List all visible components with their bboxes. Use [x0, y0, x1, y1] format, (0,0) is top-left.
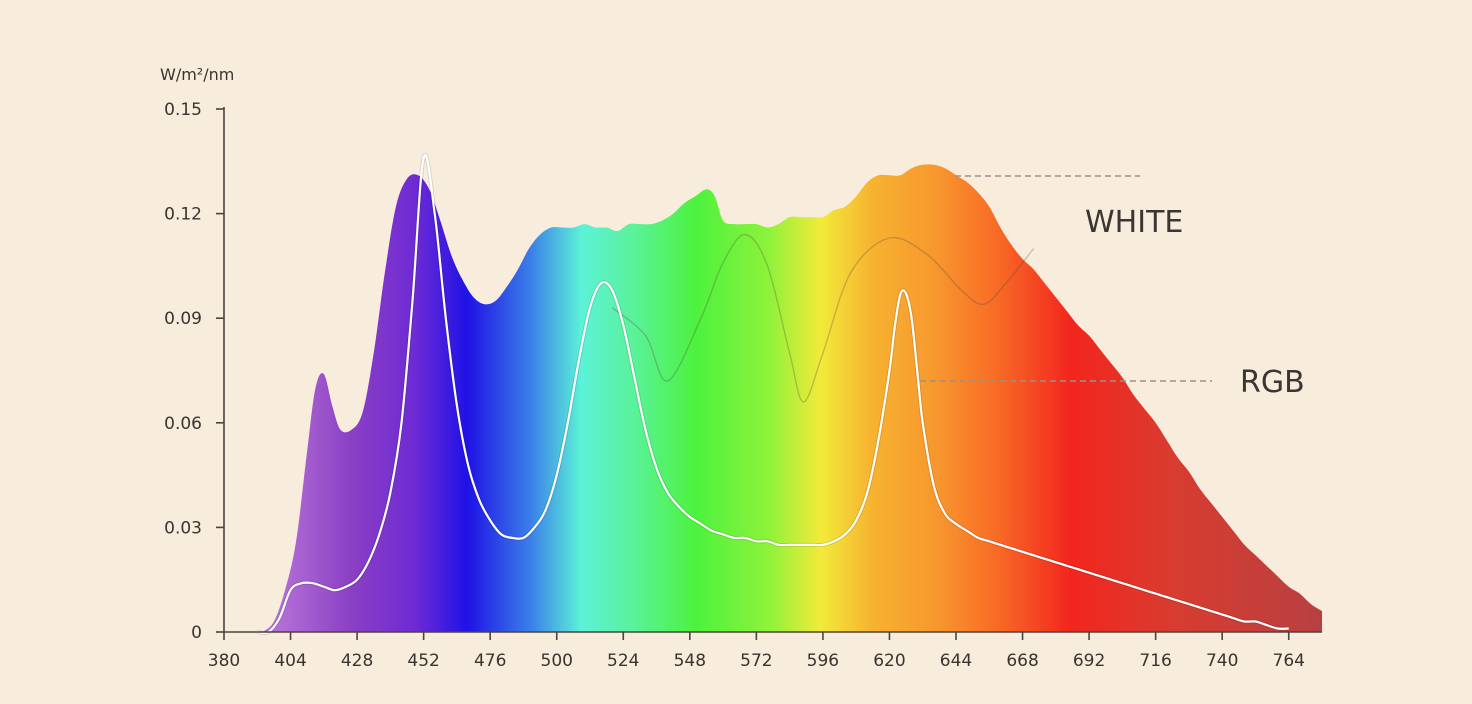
x-tick-label: 668: [1006, 651, 1038, 671]
white-series-label: WHITE: [1085, 205, 1183, 240]
x-tick-label: 548: [674, 651, 706, 671]
y-tick-label: 0.09: [164, 309, 202, 329]
rgb-spectrum-line: [257, 154, 1289, 635]
y-tick-label: 0.03: [164, 518, 202, 538]
x-tick-label: 500: [541, 651, 573, 671]
x-tick-label: 740: [1206, 651, 1238, 671]
y-tick-label: 0: [191, 623, 202, 643]
y-tick-label: 0.15: [164, 100, 202, 120]
white-spectrum-ripple: [611, 233, 1035, 403]
y-tick-label: 0.06: [164, 414, 202, 434]
x-tick-label: 476: [474, 651, 506, 671]
rgb-series-label: RGB: [1240, 365, 1305, 400]
x-tick-label: 692: [1073, 651, 1105, 671]
x-tick-label: 380: [208, 651, 240, 671]
white-spectrum-area: [262, 164, 1322, 632]
x-tick-label: 644: [940, 651, 972, 671]
y-axis-unit-label: W/m²/nm: [160, 65, 234, 84]
x-tick-label: 524: [607, 651, 639, 671]
x-tick-label: 452: [407, 651, 439, 671]
x-tick-label: 428: [341, 651, 373, 671]
x-tick-label: 764: [1273, 651, 1305, 671]
x-tick-label: 716: [1139, 651, 1171, 671]
x-tick-label: 596: [807, 651, 839, 671]
x-tick-label: 404: [274, 651, 306, 671]
x-tick-label: 620: [873, 651, 905, 671]
y-tick-label: 0.12: [164, 205, 202, 225]
x-tick-label: 572: [740, 651, 772, 671]
